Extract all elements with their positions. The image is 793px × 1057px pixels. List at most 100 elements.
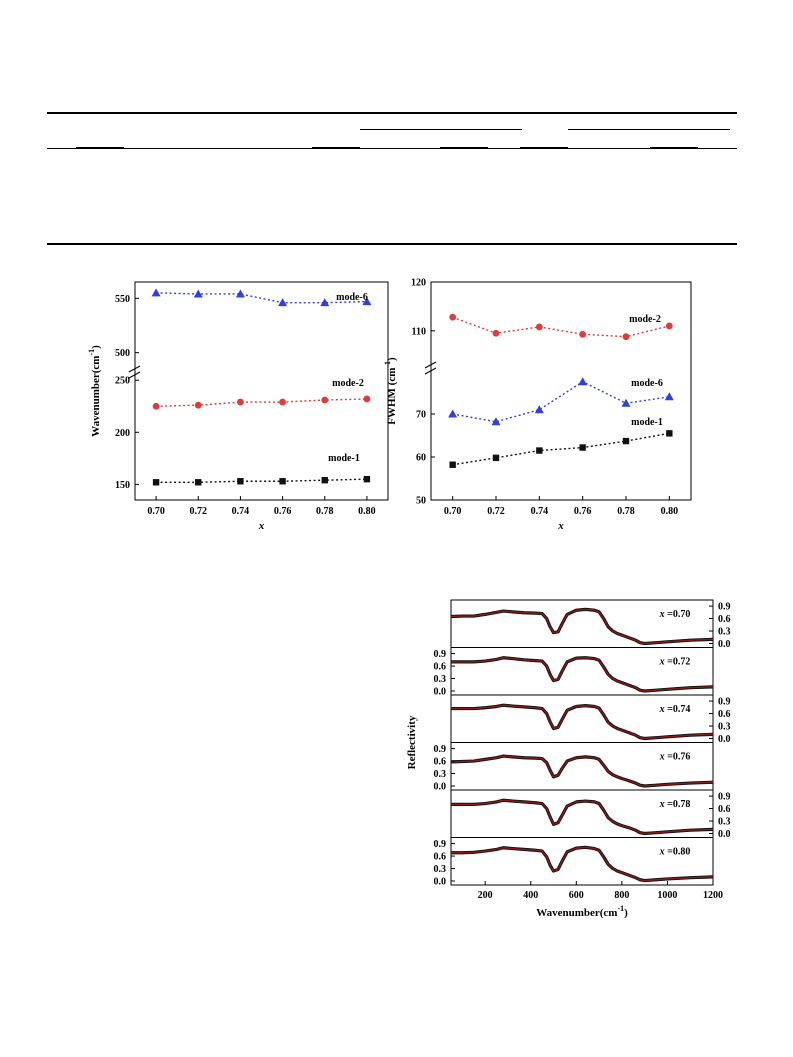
data-point-mode-1	[666, 430, 673, 437]
data-point-mode-1	[492, 454, 500, 462]
x-tick-label: 0.78	[316, 506, 334, 517]
table-top-rule	[47, 112, 737, 114]
y-tick-label: 110	[412, 326, 426, 337]
y-tick-label: 0.9	[434, 744, 447, 755]
x-axis-label: x	[557, 520, 564, 532]
data-point-mode-2	[194, 401, 202, 409]
y-tick-label: 0.0	[718, 734, 731, 745]
data-point-mode-1	[536, 447, 543, 454]
table-header-segment	[440, 147, 488, 149]
data-point-mode-2	[237, 398, 244, 406]
series-line-mode-6	[156, 292, 367, 304]
y-tick-label: 60	[416, 453, 426, 464]
panel-label: x =0.78	[659, 799, 691, 810]
data-point-mode-6	[193, 289, 203, 298]
series-line-mode-2	[452, 316, 670, 338]
plot-frame	[430, 281, 692, 501]
series-line-mode-6	[452, 380, 670, 423]
y-tick-label: 50	[416, 496, 426, 507]
series-label-mode-2: mode-2	[332, 378, 364, 389]
data-point-mode-2	[492, 329, 500, 337]
x-tick-label: 0.72	[190, 506, 208, 517]
x-tick-label: 600	[569, 890, 584, 901]
data-point-mode-6	[151, 288, 161, 297]
y-tick-label: 0.6	[718, 614, 731, 625]
y-tick-label: 550	[115, 294, 130, 305]
data-point-mode-1	[237, 478, 244, 485]
series-label-mode-6: mode-6	[631, 378, 663, 389]
data-point-mode-6	[491, 417, 501, 426]
x-tick-label: 0.78	[617, 506, 635, 517]
data-point-mode-2	[665, 322, 673, 330]
spectrum-fit	[450, 608, 714, 645]
panel-label: x =0.80	[659, 847, 691, 858]
table-header-segment	[312, 147, 360, 149]
x-tick-label: 1200	[703, 890, 723, 901]
y-tick-label: 0.3	[434, 674, 447, 685]
x-tick-label: 800	[614, 890, 629, 901]
data-point-mode-6	[578, 377, 588, 386]
data-point-mode-1	[279, 478, 286, 485]
table-header-segment	[650, 147, 698, 149]
x-tick-label: 200	[478, 890, 493, 901]
y-axis-label: Wavenumber(cm-1)	[87, 345, 102, 437]
y-tick-label: 0.3	[718, 817, 731, 828]
y-tick-label: 0.3	[434, 769, 447, 780]
x-axis-label: x	[258, 520, 265, 532]
spectrum-fit	[450, 755, 714, 787]
spectrum-fit	[451, 657, 714, 692]
x-tick-label: 0.74	[531, 506, 549, 517]
x-tick-label: 1000	[657, 890, 677, 901]
data-point-mode-2	[449, 313, 457, 321]
panel-label: x =0.76	[659, 752, 691, 763]
y-tick-label: 250	[115, 376, 130, 387]
y-tick-label: 0.6	[434, 662, 447, 673]
data-point-mode-1	[622, 437, 630, 445]
series-label-mode-6: mode-6	[336, 292, 368, 303]
panel-label: x =0.72	[659, 657, 691, 668]
series-line-mode-1	[156, 478, 367, 483]
plot-frame	[134, 281, 389, 501]
axis-break-mark	[128, 371, 141, 379]
data-point-mode-6	[448, 409, 458, 418]
y-tick-label: 150	[115, 480, 130, 491]
data-point-mode-1	[579, 444, 586, 451]
x-tick-label: 0.70	[444, 506, 462, 517]
y-tick-label: 0.0	[434, 687, 447, 698]
y-tick-label: 0.9	[434, 649, 447, 660]
axis-break-mark	[424, 361, 437, 369]
spectrum-fit	[451, 704, 714, 740]
spectrum-fit	[451, 846, 714, 882]
y-tick-label: 0.3	[718, 722, 731, 733]
series-label-mode-1: mode-1	[328, 453, 360, 464]
y-tick-label: 70	[416, 410, 426, 421]
y-tick-label: 0.0	[434, 782, 447, 793]
spectrum-fit	[451, 799, 714, 835]
panel-label: x =0.70	[659, 609, 691, 620]
data-point-mode-1	[363, 475, 371, 483]
y-axis-label: Reflectivity	[406, 715, 418, 769]
y-tick-label: 120	[411, 278, 426, 289]
x-tick-label: 0.76	[574, 506, 592, 517]
table-header-segment	[520, 147, 568, 149]
y-tick-label: 0.0	[718, 639, 731, 650]
y-tick-label: 0.6	[718, 804, 731, 815]
series-line-mode-1	[452, 432, 670, 466]
y-axis-label: FWHM (cm-1)	[383, 357, 398, 425]
data-point-mode-6	[278, 298, 288, 307]
axis-break-mark	[424, 367, 437, 375]
data-point-mode-2	[279, 398, 286, 406]
x-tick-label: 0.74	[232, 506, 250, 517]
y-tick-label: 0.9	[718, 792, 731, 803]
y-tick-label: 0.3	[718, 627, 731, 638]
table-group-rule-1	[360, 129, 522, 131]
y-tick-label: 0.0	[434, 877, 447, 888]
data-point-mode-6	[320, 298, 330, 307]
data-point-mode-2	[535, 323, 543, 331]
panel-frame	[450, 837, 714, 886]
y-tick-label: 0.9	[434, 839, 447, 850]
series-label-mode-2: mode-2	[629, 314, 661, 325]
